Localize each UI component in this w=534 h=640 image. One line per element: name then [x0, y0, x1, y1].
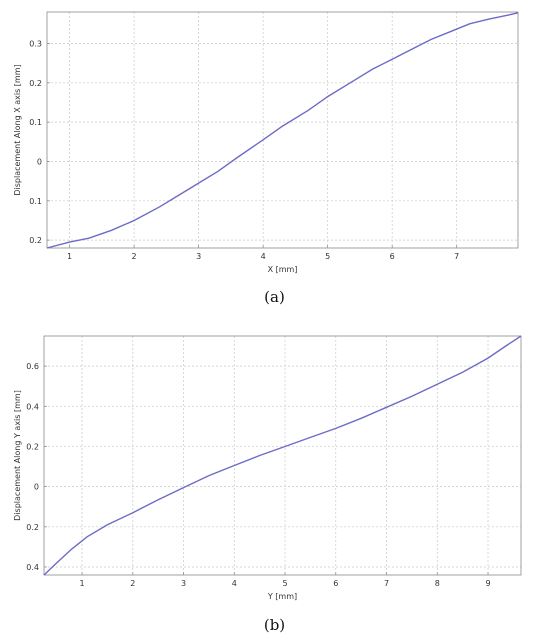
x-tick-label: 7	[454, 252, 459, 261]
y-tick-label: 0	[34, 483, 39, 492]
x-tick-label: 1	[80, 579, 85, 588]
figure-caption-b: (b)	[264, 616, 285, 634]
x-axis-label: Y [mm]	[267, 592, 297, 601]
chart-a: 1 2 3 4 5 6 7 0.2 0.1 0 0.1 0.2 0.3 X [mm] Displacemen…	[13, 11, 519, 306]
chart-b: 1 2 3 4 5 6 7 8 9 0.4 0.2 0 0.2 0.4 0.6 Y [mm] Displacem…	[13, 335, 522, 634]
figure-caption-a: (a)	[264, 288, 285, 306]
x-tick-label: 6	[333, 579, 338, 588]
y-tick-label: 0.1	[29, 197, 42, 206]
x-tick-label: 4	[232, 579, 237, 588]
y-tick-label: 0.2	[26, 523, 39, 532]
x-tick-label: 5	[325, 252, 330, 261]
y-tick-label: 0	[37, 157, 42, 166]
y-tick-label: 0.1	[29, 118, 42, 127]
x-tick-label: 6	[390, 252, 395, 261]
y-tick-label: 0.3	[29, 39, 42, 48]
plot-frame	[43, 335, 522, 576]
x-tick-label: 7	[384, 579, 389, 588]
x-axis-label: X [mm]	[268, 265, 298, 274]
x-tick-label: 2	[132, 252, 137, 261]
x-tick-label: 1	[67, 252, 72, 261]
y-axis-label: Displacement Along Y axis [mm]	[13, 390, 22, 521]
x-tick-label: 3	[181, 579, 186, 588]
x-tick-label: 8	[435, 579, 440, 588]
plot-frame	[46, 11, 519, 249]
y-tick-label: 0.6	[26, 362, 39, 371]
y-axis-label: Displacement Along X axis [mm]	[13, 64, 22, 195]
series-line-b	[43, 335, 522, 576]
y-tick-label: 0.2	[26, 442, 39, 451]
x-tick-label: 5	[282, 579, 287, 588]
x-tick-label: 9	[485, 579, 490, 588]
y-tick-label: 0.2	[29, 79, 42, 88]
x-tick-label: 2	[130, 579, 135, 588]
y-tick-label: 0.4	[26, 563, 39, 572]
y-tick-label: 0.2	[29, 236, 42, 245]
y-tick-label: 0.4	[26, 402, 39, 411]
series-line-a	[46, 12, 519, 249]
x-tick-label: 4	[261, 252, 266, 261]
x-tick-label: 3	[196, 252, 201, 261]
